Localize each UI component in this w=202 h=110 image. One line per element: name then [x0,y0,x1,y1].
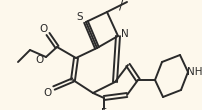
Text: N: N [121,29,129,39]
Text: O: O [43,88,51,98]
Text: /: / [119,0,123,12]
Text: F: F [101,108,107,110]
Text: S: S [77,12,83,22]
Text: O: O [39,24,47,34]
Text: NH: NH [187,67,202,77]
Text: O: O [35,55,43,65]
